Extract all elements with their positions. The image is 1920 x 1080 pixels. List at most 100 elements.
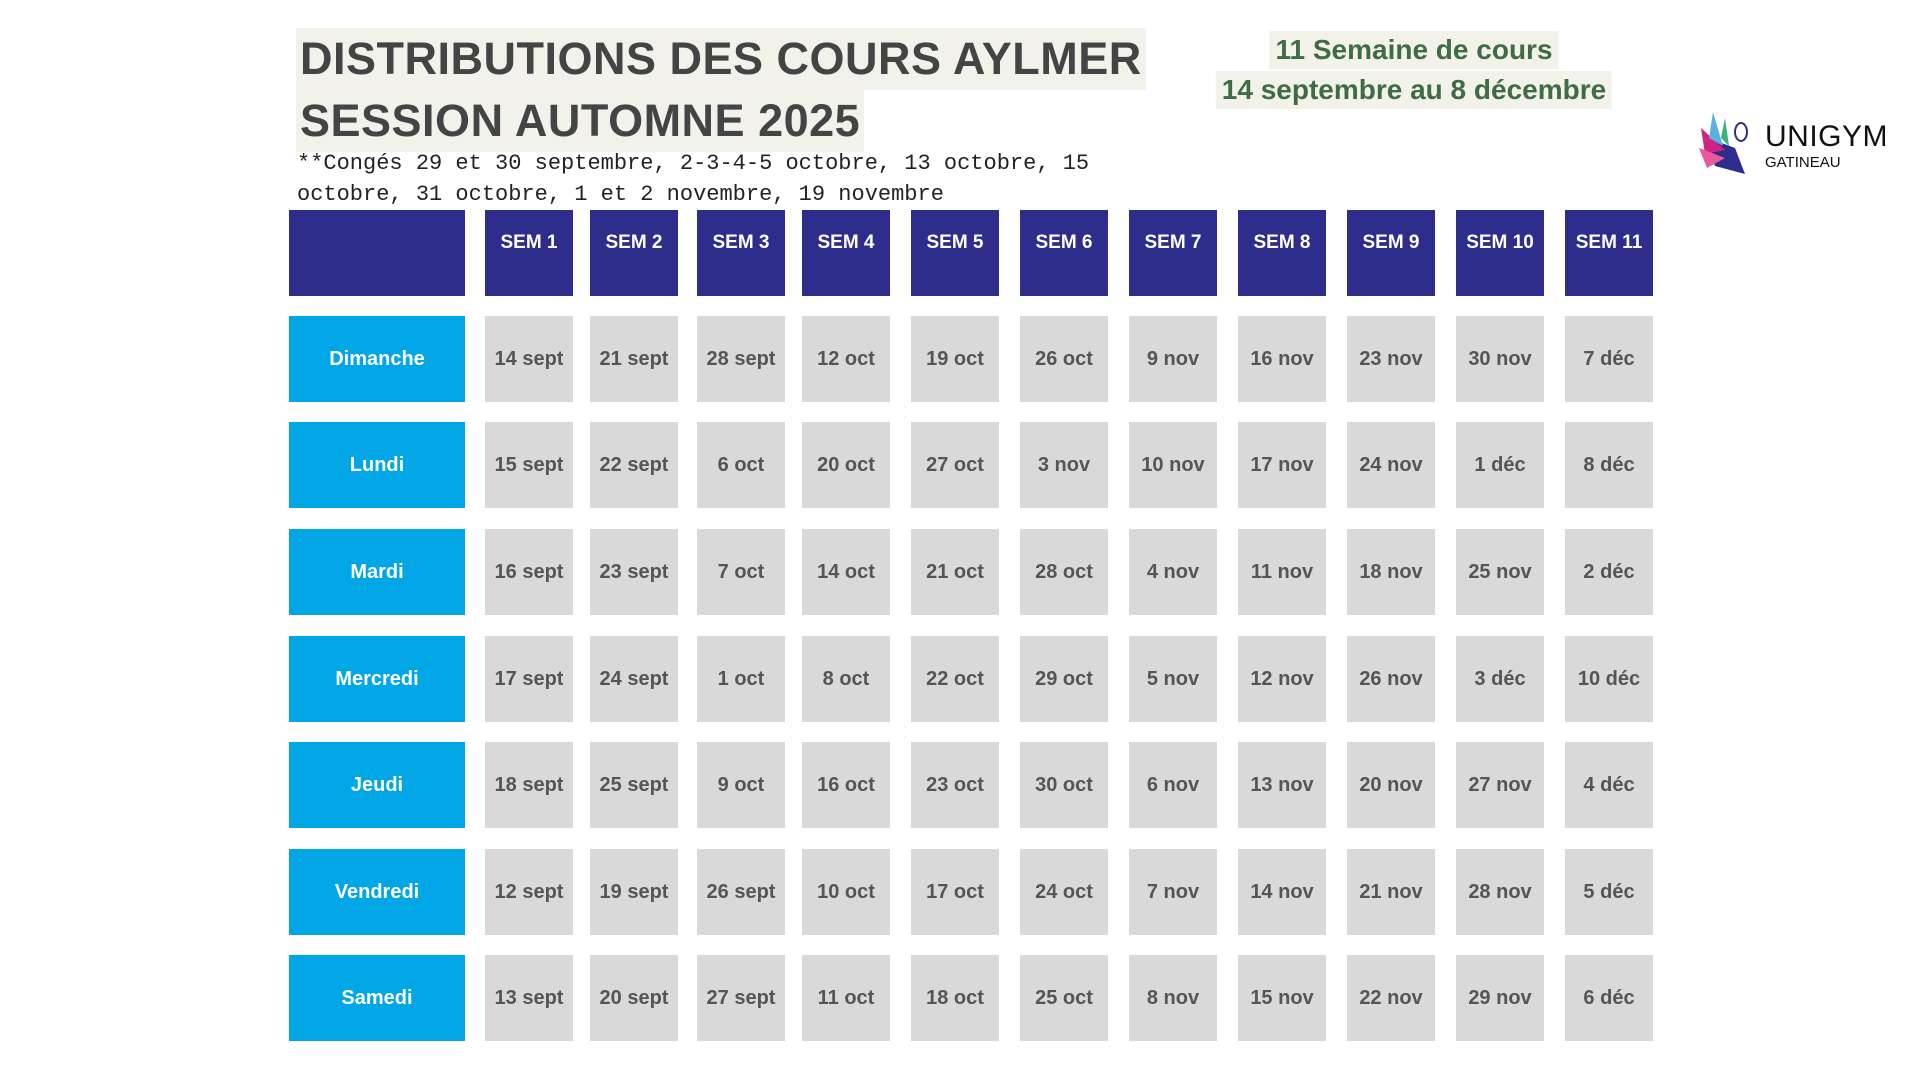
day-label: Lundi (289, 422, 465, 508)
date-cell: 25 sept (590, 742, 678, 828)
date-cell: 5 nov (1129, 636, 1217, 722)
date-cell: 26 sept (697, 849, 785, 935)
day-label: Jeudi (289, 742, 465, 828)
date-cell: 4 déc (1565, 742, 1653, 828)
unigym-logo: UNIGYM GATINEAU (1695, 108, 1895, 180)
day-label: Vendredi (289, 849, 465, 935)
date-cell: 22 sept (590, 422, 678, 508)
date-cell: 7 nov (1129, 849, 1217, 935)
logo-sub: GATINEAU (1765, 154, 1841, 171)
date-cell: 15 sept (485, 422, 573, 508)
date-cell: 6 déc (1565, 955, 1653, 1041)
date-cell: 19 sept (590, 849, 678, 935)
date-cell: 19 oct (911, 316, 999, 402)
weeks-count: 11 Semaine de cours (1269, 31, 1559, 69)
date-cell: 30 nov (1456, 316, 1544, 402)
date-cell: 25 nov (1456, 529, 1544, 615)
header-corner (289, 210, 465, 296)
date-cell: 27 nov (1456, 742, 1544, 828)
day-label: Dimanche (289, 316, 465, 402)
date-cell: 12 sept (485, 849, 573, 935)
date-cell: 13 sept (485, 955, 573, 1041)
date-cell: 23 sept (590, 529, 678, 615)
week-header: SEM 7 (1129, 210, 1217, 296)
date-cell: 30 oct (1020, 742, 1108, 828)
date-cell: 16 sept (485, 529, 573, 615)
date-cell: 24 nov (1347, 422, 1435, 508)
week-header: SEM 6 (1020, 210, 1108, 296)
date-cell: 23 nov (1347, 316, 1435, 402)
logo-name: UNIGYM (1765, 120, 1888, 153)
date-cell: 8 déc (1565, 422, 1653, 508)
week-header: SEM 4 (802, 210, 890, 296)
date-cell: 17 nov (1238, 422, 1326, 508)
date-cell: 23 oct (911, 742, 999, 828)
week-header: SEM 9 (1347, 210, 1435, 296)
week-header: SEM 10 (1456, 210, 1544, 296)
date-cell: 27 sept (697, 955, 785, 1041)
date-cell: 22 oct (911, 636, 999, 722)
gymnast-icon (1699, 112, 1748, 174)
date-cell: 24 sept (590, 636, 678, 722)
date-cell: 20 oct (802, 422, 890, 508)
date-cell: 18 nov (1347, 529, 1435, 615)
date-cell: 20 nov (1347, 742, 1435, 828)
page-title-line1: DISTRIBUTIONS DES COURS AYLMER (296, 28, 1146, 90)
date-cell: 1 déc (1456, 422, 1544, 508)
date-cell: 28 oct (1020, 529, 1108, 615)
date-cell: 18 oct (911, 955, 999, 1041)
week-header: SEM 5 (911, 210, 999, 296)
week-header: SEM 8 (1238, 210, 1326, 296)
date-cell: 12 oct (802, 316, 890, 402)
date-cell: 16 nov (1238, 316, 1326, 402)
date-cell: 25 oct (1020, 955, 1108, 1041)
date-cell: 10 déc (1565, 636, 1653, 722)
date-cell: 4 nov (1129, 529, 1217, 615)
date-cell: 29 nov (1456, 955, 1544, 1041)
date-cell: 16 oct (802, 742, 890, 828)
date-cell: 11 oct (802, 955, 890, 1041)
date-cell: 10 nov (1129, 422, 1217, 508)
week-header: SEM 1 (485, 210, 573, 296)
date-cell: 11 nov (1238, 529, 1326, 615)
date-cell: 12 nov (1238, 636, 1326, 722)
date-cell: 8 oct (802, 636, 890, 722)
day-label: Mardi (289, 529, 465, 615)
date-cell: 6 oct (697, 422, 785, 508)
date-cell: 15 nov (1238, 955, 1326, 1041)
date-cell: 21 oct (911, 529, 999, 615)
date-cell: 21 nov (1347, 849, 1435, 935)
date-cell: 9 nov (1129, 316, 1217, 402)
date-cell: 26 nov (1347, 636, 1435, 722)
date-cell: 7 oct (697, 529, 785, 615)
date-cell: 22 nov (1347, 955, 1435, 1041)
date-cell: 5 déc (1565, 849, 1653, 935)
date-cell: 14 sept (485, 316, 573, 402)
page-title-line2: SESSION AUTOMNE 2025 (296, 90, 865, 152)
day-label: Mercredi (289, 636, 465, 722)
date-cell: 9 oct (697, 742, 785, 828)
date-cell: 27 oct (911, 422, 999, 508)
date-cell: 14 oct (802, 529, 890, 615)
date-cell: 6 nov (1129, 742, 1217, 828)
date-cell: 3 déc (1456, 636, 1544, 722)
date-cell: 24 oct (1020, 849, 1108, 935)
date-cell: 2 déc (1565, 529, 1653, 615)
date-cell: 1 oct (697, 636, 785, 722)
day-label: Samedi (289, 955, 465, 1041)
session-dates: 14 septembre au 8 décembre (1215, 71, 1613, 109)
week-header: SEM 3 (697, 210, 785, 296)
date-cell: 20 sept (590, 955, 678, 1041)
date-cell: 26 oct (1020, 316, 1108, 402)
date-cell: 28 sept (697, 316, 785, 402)
holidays-note: **Congés 29 et 30 septembre, 2-3-4-5 oct… (297, 151, 1090, 207)
date-cell: 28 nov (1456, 849, 1544, 935)
date-cell: 13 nov (1238, 742, 1326, 828)
date-cell: 17 sept (485, 636, 573, 722)
week-header: SEM 11 (1565, 210, 1653, 296)
date-cell: 8 nov (1129, 955, 1217, 1041)
date-cell: 29 oct (1020, 636, 1108, 722)
week-header: SEM 2 (590, 210, 678, 296)
date-cell: 14 nov (1238, 849, 1326, 935)
date-cell: 17 oct (911, 849, 999, 935)
